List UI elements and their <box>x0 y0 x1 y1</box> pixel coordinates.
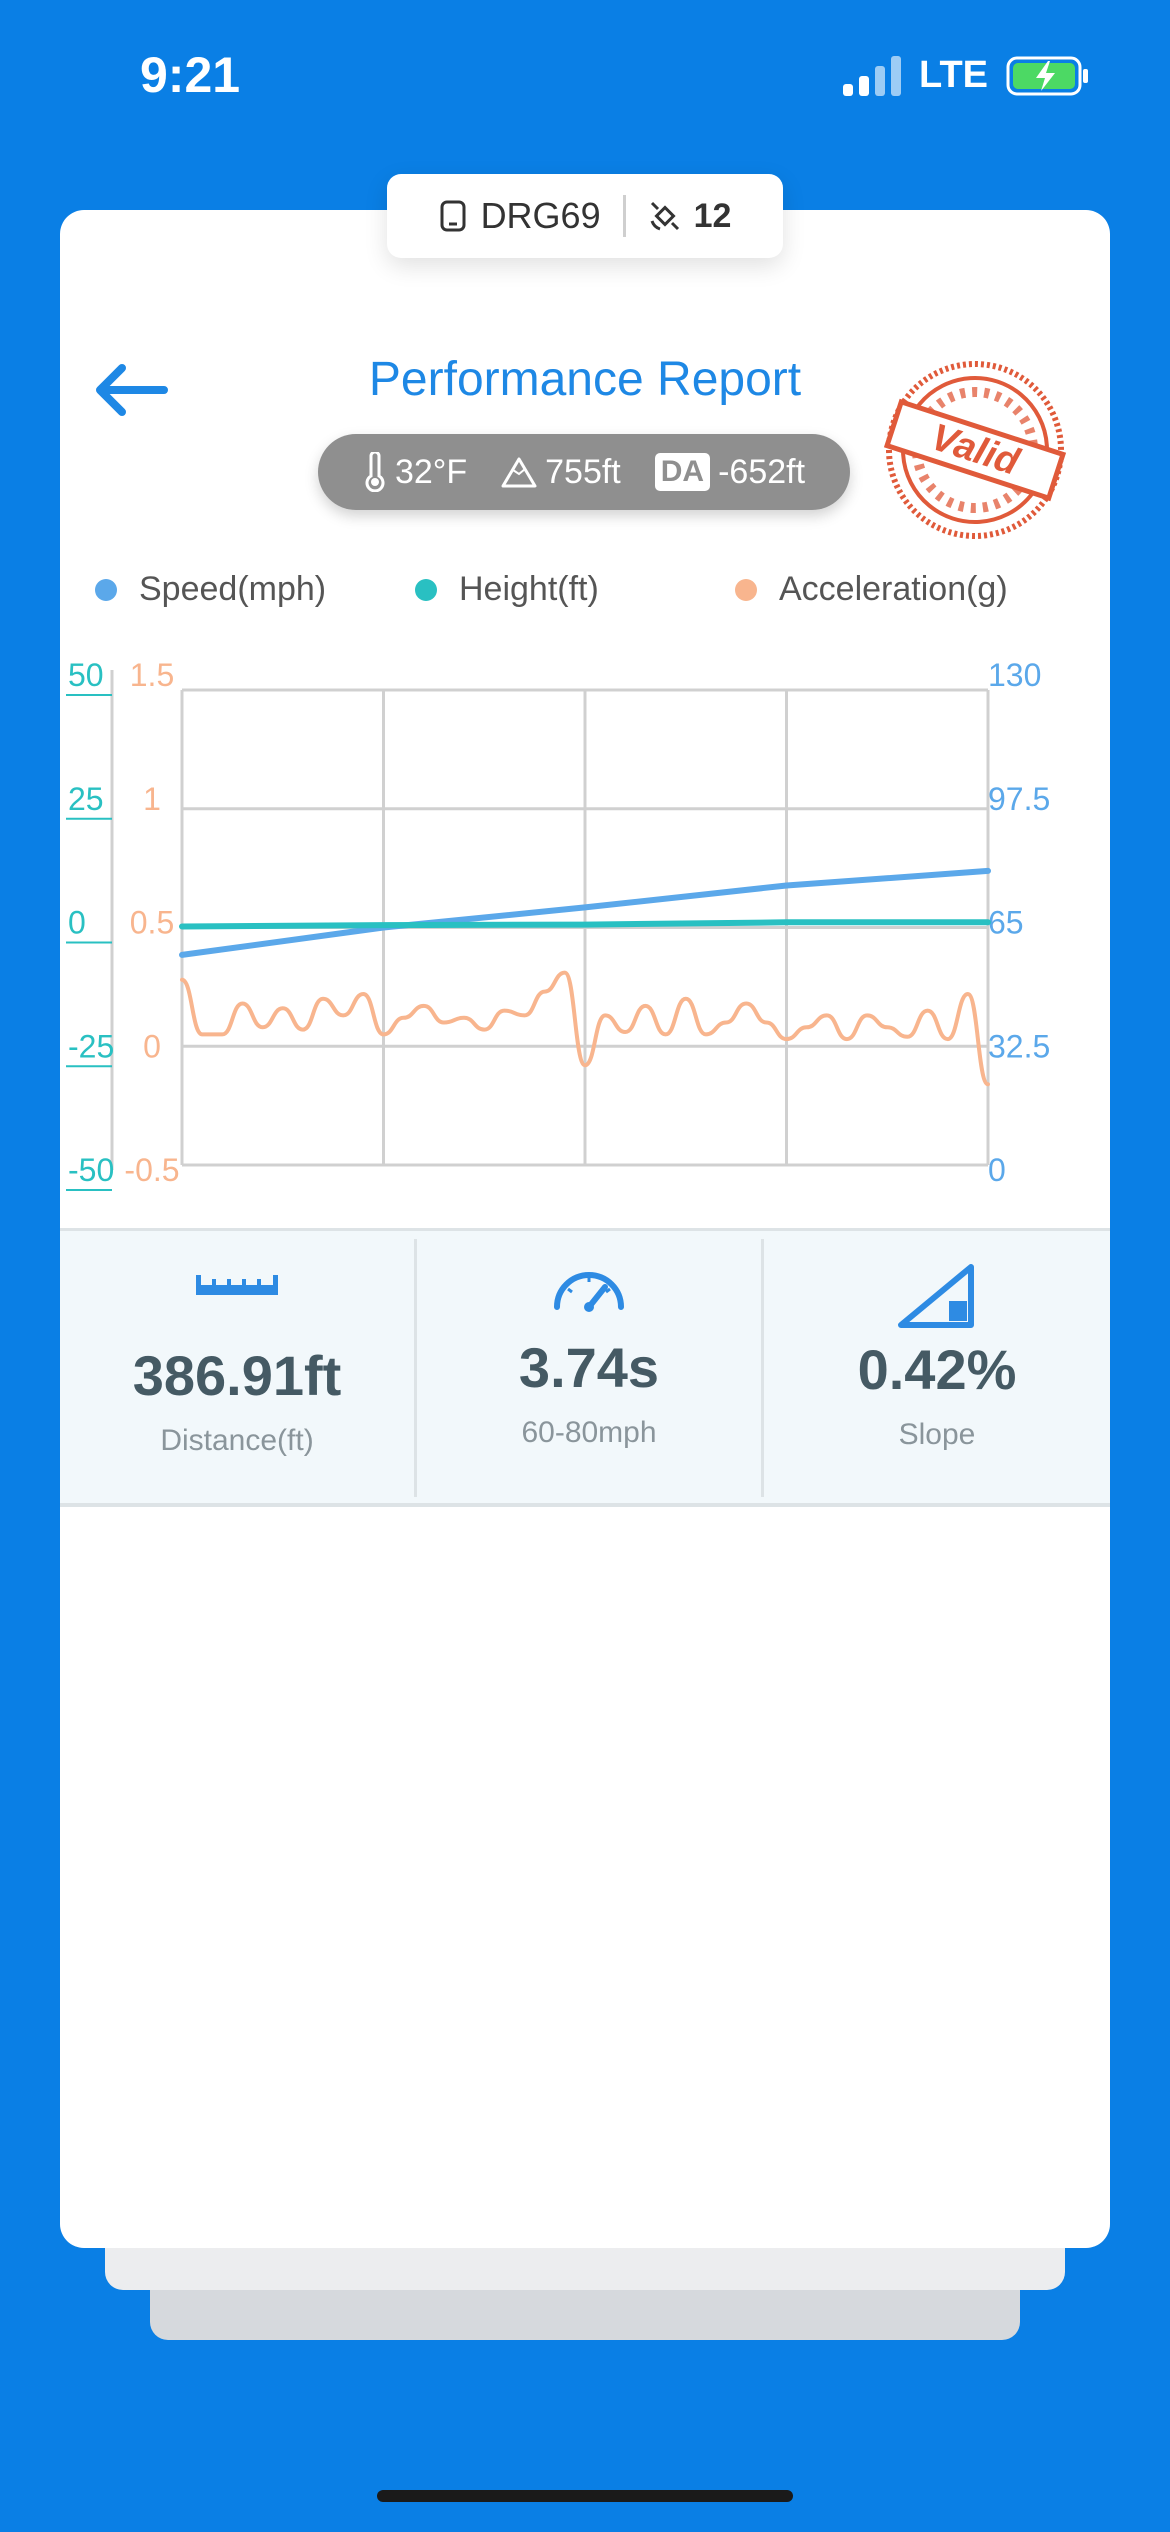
temperature-value: 32°F <box>394 452 468 491</box>
right-axis-tick: 97.5 <box>988 781 1050 817</box>
left-axis-tick: -25 <box>68 1028 114 1064</box>
back-arrow-icon[interactable] <box>90 360 170 420</box>
series-line-speed <box>179 867 991 958</box>
legend-dot <box>735 578 757 601</box>
mountain-icon <box>501 457 537 488</box>
density-altitude: DA -652ft <box>654 452 806 492</box>
device-pill[interactable]: DRG69 12 <box>387 174 783 258</box>
accel-axis-tick: -0.5 <box>124 1152 179 1188</box>
status-bar: 9:21 LTE <box>0 0 1170 150</box>
stat-time: 3.74s 60-80mph <box>417 1231 761 1503</box>
legend-label-speed: Speed(mph) <box>139 570 327 608</box>
legend-dot <box>95 578 117 601</box>
stat-divider <box>414 1239 417 1497</box>
distance-label: Distance(ft) <box>160 1424 314 1457</box>
distance-value: 386.91ft <box>132 1344 342 1407</box>
device-name: DRG69 <box>480 195 601 236</box>
performance-chart: 50 25 0 -25 -50 1.5 1 0.5 0 -0.5 130 97.5 65 32.5 0 <box>66 657 1050 1191</box>
slope-value: 0.42% <box>857 1338 1017 1401</box>
series-line-height <box>179 919 991 930</box>
temperature: 32°F <box>363 452 467 492</box>
page-title: Performance Report <box>368 353 802 406</box>
thermometer-icon <box>365 452 385 492</box>
battery-icon <box>1006 56 1088 95</box>
pill-divider <box>622 195 626 237</box>
time-label: 60-80mph <box>521 1416 657 1449</box>
device-icon <box>440 200 466 232</box>
signal-icon <box>843 55 902 96</box>
left-axis-tick: 25 <box>68 781 104 817</box>
legend-acceleration[interactable]: Acceleration(g) <box>735 570 1008 609</box>
chart-legend: Speed(mph) Height(ft) Acceleration(g) <box>95 570 1095 620</box>
density-altitude-value: -652ft <box>718 452 806 491</box>
network-label: LTE <box>919 54 988 96</box>
satellite-count: 12 <box>693 196 732 235</box>
status-indicators: LTE <box>843 54 1090 97</box>
slope-icon <box>898 1264 974 1328</box>
elevation-value: 755ft <box>545 452 621 491</box>
left-axis-tick: 50 <box>68 657 104 693</box>
status-time: 9:21 <box>140 47 241 103</box>
series-line-acceleration <box>180 970 990 1087</box>
satellite-icon <box>650 201 679 231</box>
legend-dot <box>415 578 437 601</box>
elevation: 755ft <box>501 453 621 492</box>
right-axis-tick: 65 <box>988 905 1024 941</box>
device-info: DRG69 <box>439 195 601 237</box>
satellite-info: 12 <box>648 196 732 236</box>
speedometer-icon <box>554 1272 624 1312</box>
legend-label-acceleration: Acceleration(g) <box>779 570 1008 608</box>
legend-speed[interactable]: Speed(mph) <box>95 570 326 609</box>
legend-height[interactable]: Height(ft) <box>415 570 599 609</box>
stats-panel: 386.91ft Distance(ft) 3.74s 60-80mph 0.4… <box>60 1228 1110 1507</box>
legend-label-height: Height(ft) <box>459 570 599 608</box>
home-indicator[interactable] <box>377 2490 793 2502</box>
accel-axis-tick: 1 <box>143 781 161 817</box>
right-axis-tick: 0 <box>988 1152 1006 1188</box>
da-badge: DA <box>654 453 711 491</box>
stat-slope: 0.42% Slope <box>764 1231 1110 1503</box>
accel-axis-tick: 0 <box>143 1028 161 1064</box>
conditions-pill: 32°F 755ft DA -652ft <box>318 434 850 510</box>
accel-axis-tick: 0.5 <box>130 905 174 941</box>
stat-divider <box>761 1239 764 1497</box>
accel-axis-tick: 1.5 <box>130 657 174 693</box>
stat-distance: 386.91ft Distance(ft) <box>60 1231 414 1503</box>
slope-label: Slope <box>898 1418 976 1451</box>
left-axis-tick: -50 <box>68 1152 114 1188</box>
right-axis-tick: 130 <box>988 657 1041 693</box>
valid-stamp: Valid <box>883 361 1067 539</box>
left-axis-tick: 0 <box>68 905 86 941</box>
right-axis-tick: 32.5 <box>988 1028 1050 1064</box>
ruler-icon <box>196 1275 278 1295</box>
time-value: 3.74s <box>518 1336 660 1399</box>
